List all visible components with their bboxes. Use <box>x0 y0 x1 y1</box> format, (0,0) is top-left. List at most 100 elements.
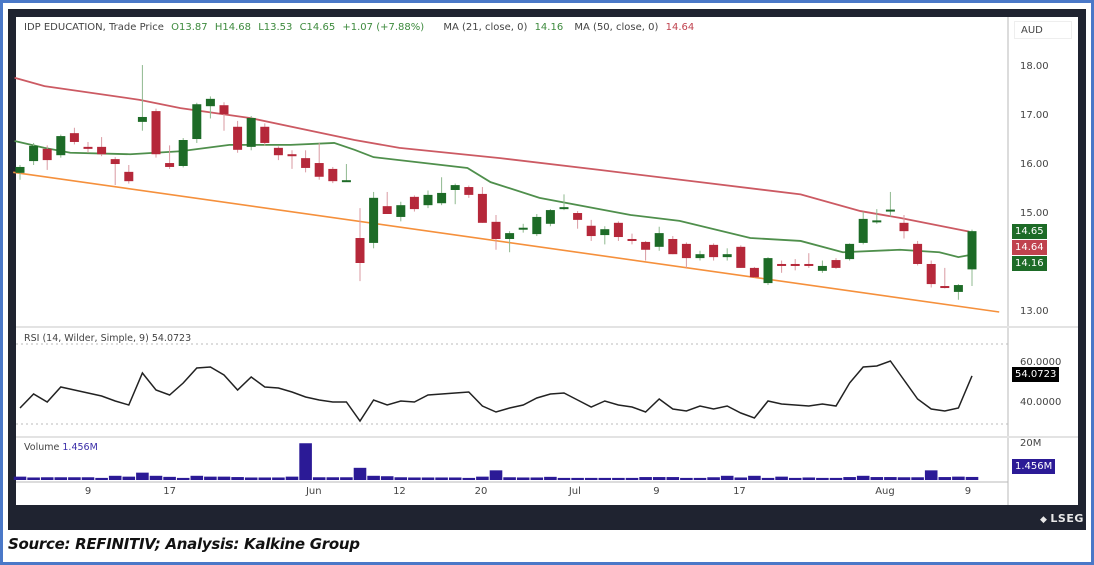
candle-up <box>56 136 66 156</box>
volume-bar <box>693 477 707 480</box>
volume-bar <box>217 476 231 480</box>
volume-bar <box>27 477 40 480</box>
x-axis-tick: Jul <box>568 486 581 497</box>
x-axis-tick: 9 <box>653 486 660 497</box>
volume-bar <box>965 476 979 480</box>
candle-down <box>151 111 161 155</box>
candle-up <box>695 254 705 259</box>
candle-up <box>545 210 555 224</box>
volume-bar <box>95 477 108 480</box>
ma50-badge: 14.64 <box>1012 240 1047 255</box>
volume-bar <box>598 477 612 480</box>
volume-bar <box>775 476 788 480</box>
currency-button[interactable]: AUD <box>1014 21 1072 39</box>
volume-bar <box>435 477 448 480</box>
volume-legend: Volume 1.456M <box>24 442 98 453</box>
volume-bar <box>353 467 367 480</box>
candle-down <box>165 163 175 167</box>
volume-bar <box>299 443 312 480</box>
volume-bar <box>258 477 272 480</box>
volume-bar <box>516 477 530 480</box>
volume-bar <box>340 477 353 480</box>
volume-badge: 1.456M <box>1012 459 1056 474</box>
volume-bar <box>557 477 571 480</box>
candle-up <box>369 197 379 243</box>
candle-down <box>110 159 120 165</box>
chart-legend: IDP EDUCATION, Trade Price O13.87 H14.68… <box>24 22 698 33</box>
candle-up <box>396 205 406 217</box>
candle-down <box>681 243 691 259</box>
candle-up <box>518 227 528 230</box>
volume-bar <box>489 470 503 480</box>
ma50-value: 14.64 <box>665 22 695 33</box>
candle-down <box>382 206 392 214</box>
ma21-value: 14.16 <box>534 22 564 33</box>
candle-down <box>804 263 814 266</box>
volume-bar <box>530 477 544 480</box>
volume-bar <box>367 475 380 480</box>
ma21-label: MA (21, close, 0) <box>443 22 528 33</box>
volume-bar <box>421 477 435 480</box>
support-trendline <box>13 171 1000 313</box>
volume-bar <box>802 477 816 480</box>
x-axis-tick: 9 <box>964 486 972 497</box>
candle-down <box>328 168 338 182</box>
volume-bar <box>612 477 625 480</box>
volume-bar <box>285 476 299 480</box>
candle-up <box>953 285 963 292</box>
volume-bar <box>54 477 68 480</box>
x-axis-tick: 17 <box>163 486 176 497</box>
volume-bar <box>544 476 557 480</box>
volume-bar <box>136 472 149 480</box>
price-tick: 13.00 <box>1020 306 1049 317</box>
volume-bar <box>924 470 938 480</box>
candle-up <box>845 243 855 260</box>
candle-down <box>314 163 324 177</box>
ma21-badge: 14.16 <box>1012 256 1047 271</box>
volume-bar <box>829 477 843 480</box>
x-axis-tick: 9 <box>84 486 92 497</box>
volume-bar <box>843 477 856 480</box>
candle-down <box>613 222 623 238</box>
volume-label: Volume <box>24 442 60 453</box>
volume-bar <box>448 477 462 480</box>
candle-up <box>532 216 542 235</box>
rsi-tick: 60.0000 <box>1020 357 1062 368</box>
candle-down <box>233 126 243 150</box>
candle-up <box>817 265 827 271</box>
volume-bar <box>856 475 870 480</box>
candle-down <box>736 246 746 268</box>
candle-up <box>763 258 773 284</box>
candle-down <box>287 154 297 157</box>
volume-bar <box>639 477 652 480</box>
candle-down <box>899 222 909 232</box>
candle-up <box>437 192 447 204</box>
rsi-legend: RSI (14, Wilder, Simple, 9) 54.0723 <box>24 333 191 344</box>
candle-down <box>777 263 787 266</box>
volume-bar <box>176 477 190 480</box>
volume-bar <box>40 477 54 480</box>
candle-up <box>178 140 188 166</box>
rsi-label: RSI (14, Wilder, Simple, 9) <box>24 333 149 344</box>
candle-up <box>872 220 882 223</box>
volume-bar <box>911 477 924 480</box>
candle-down <box>491 221 501 239</box>
candle-up <box>205 98 215 107</box>
rsi-tick: 40.0000 <box>1020 397 1062 408</box>
volume-bar <box>884 477 897 480</box>
volume-bar <box>326 477 340 480</box>
volume-bar <box>312 477 326 480</box>
candle-down <box>790 263 800 266</box>
candle-down <box>464 187 474 195</box>
volume-bar <box>571 477 584 480</box>
candle-down <box>641 241 651 250</box>
volume-bar <box>476 476 489 480</box>
x-axis-tick: 17 <box>733 486 746 497</box>
volume-bar <box>720 475 734 480</box>
volume-bar <box>707 477 720 480</box>
close-price-badge: 14.65 <box>1012 224 1047 239</box>
candle-down <box>69 133 79 142</box>
volume-bar <box>13 476 27 480</box>
volume-bar <box>163 476 176 480</box>
